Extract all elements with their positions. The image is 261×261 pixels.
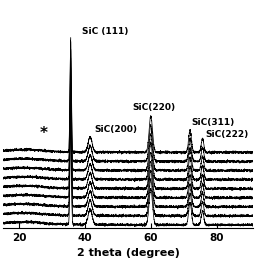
- Text: SiC (111): SiC (111): [82, 27, 129, 36]
- Text: SiC(222): SiC(222): [206, 130, 249, 139]
- Text: *: *: [40, 126, 48, 141]
- X-axis label: 2 theta (degree): 2 theta (degree): [76, 248, 180, 258]
- Text: SiC(200): SiC(200): [94, 126, 137, 134]
- Text: SiC(220): SiC(220): [133, 103, 176, 112]
- Text: SiC(311): SiC(311): [192, 118, 235, 127]
